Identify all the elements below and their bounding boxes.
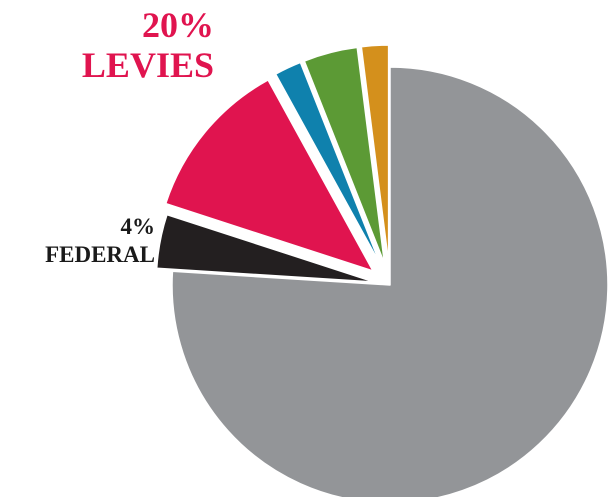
federal-callout: 4% FEDERAL	[10, 213, 155, 268]
pie-slices	[155, 44, 609, 497]
federal-label: FEDERAL	[45, 241, 155, 267]
pie-slice-1	[155, 213, 376, 283]
levies-label: LEVIES	[81, 44, 214, 85]
pie-slice-5	[360, 44, 390, 264]
levies-callout: 20% LEVIES	[74, 5, 214, 85]
federal-percent: 4%	[120, 214, 156, 239]
pie-slice-2	[164, 79, 374, 272]
pie-slice-0	[171, 66, 609, 497]
pie-slice-3	[274, 61, 382, 266]
levies-percent: 20%	[142, 5, 214, 45]
pie-slice-4	[303, 46, 386, 265]
